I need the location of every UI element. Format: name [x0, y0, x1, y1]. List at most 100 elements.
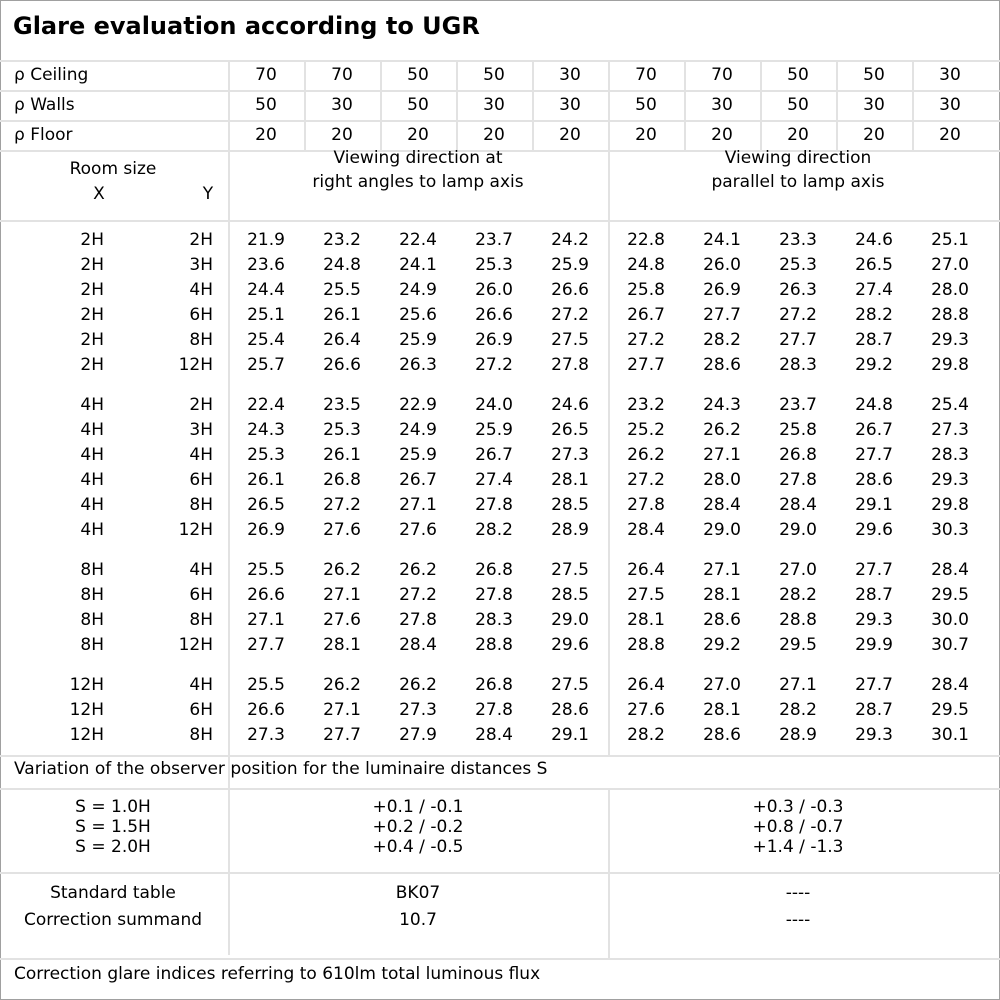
column-divider — [608, 788, 610, 958]
ugr-value: 27.1 — [703, 560, 741, 580]
ugr-value: 25.9 — [475, 420, 513, 440]
ugr-value: 27.7 — [855, 675, 893, 695]
ugr-value: 26.2 — [703, 420, 741, 440]
ugr-value: 29.8 — [931, 355, 969, 375]
ugr-value: 28.4 — [703, 495, 741, 515]
column-divider — [608, 150, 610, 755]
ugr-value: 22.4 — [399, 230, 437, 250]
ugr-value: 26.2 — [323, 675, 361, 695]
ugr-value: 28.4 — [779, 495, 817, 515]
reflectance-value: 30 — [559, 65, 581, 85]
ugr-value: 25.7 — [247, 355, 285, 375]
room-size-header: Room size — [69, 159, 157, 179]
ugr-value: 29.3 — [855, 725, 893, 745]
ugr-value: 25.9 — [551, 255, 589, 275]
ugr-value: 26.4 — [627, 560, 665, 580]
ugr-value: 29.2 — [703, 635, 741, 655]
room-y-value: 12H — [178, 520, 213, 540]
ugr-value: 28.2 — [855, 305, 893, 325]
ugr-value: 27.1 — [323, 700, 361, 720]
column-divider — [836, 60, 838, 150]
ugr-value: 28.4 — [399, 635, 437, 655]
ugr-value: 27.9 — [399, 725, 437, 745]
room-y-value: 3H — [189, 255, 213, 275]
ugr-value: 25.4 — [931, 395, 969, 415]
room-x-value: 12H — [69, 725, 104, 745]
ugr-value: 24.8 — [855, 395, 893, 415]
ugr-value: 27.2 — [399, 585, 437, 605]
room-x-value: 2H — [80, 255, 104, 275]
ugr-value: 28.7 — [855, 700, 893, 720]
ugr-value: 27.8 — [475, 585, 513, 605]
ugr-value: 28.8 — [475, 635, 513, 655]
ugr-value: 26.0 — [703, 255, 741, 275]
reflectance-value: 20 — [939, 125, 961, 145]
ugr-value: 27.7 — [247, 635, 285, 655]
reflectance-value: 30 — [939, 95, 961, 115]
ugr-value: 24.3 — [247, 420, 285, 440]
room-y-value: 2H — [189, 230, 213, 250]
ugr-value: 27.6 — [323, 520, 361, 540]
room-y-value: 12H — [178, 635, 213, 655]
room-y-header: Y — [202, 184, 214, 204]
ugr-value: 22.8 — [627, 230, 665, 250]
ugr-value: 26.5 — [247, 495, 285, 515]
room-x-value: 12H — [69, 700, 104, 720]
room-x-value: 2H — [80, 280, 104, 300]
room-x-value: 4H — [80, 520, 104, 540]
reflectance-value: 20 — [255, 125, 277, 145]
right-angles-header: right angles to lamp axis — [312, 172, 524, 192]
reflectance-value: 20 — [331, 125, 353, 145]
ugr-value: 28.2 — [779, 585, 817, 605]
row-divider — [0, 958, 1000, 960]
ugr-value: 26.2 — [399, 675, 437, 695]
ugr-value: 26.2 — [323, 560, 361, 580]
ugr-value: 29.8 — [931, 495, 969, 515]
column-divider — [608, 60, 610, 150]
parallel-header: parallel to lamp axis — [711, 172, 885, 192]
correction-summand-parallel: ---- — [785, 910, 811, 930]
ugr-value: 28.1 — [703, 700, 741, 720]
ugr-value: 27.5 — [551, 330, 589, 350]
room-y-value: 12H — [178, 355, 213, 375]
reflectance-value: 30 — [559, 95, 581, 115]
ugr-value: 23.2 — [627, 395, 665, 415]
room-y-value: 8H — [189, 725, 213, 745]
ugr-value: 25.1 — [247, 305, 285, 325]
ugr-value: 25.2 — [627, 420, 665, 440]
room-y-value: 6H — [189, 305, 213, 325]
column-divider — [228, 60, 230, 955]
ugr-value: 23.5 — [323, 395, 361, 415]
ugr-value: 25.4 — [247, 330, 285, 350]
ugr-value: 24.8 — [323, 255, 361, 275]
row-divider — [0, 150, 1000, 152]
variation-parallel-value: +0.8 / -0.7 — [752, 817, 844, 837]
ugr-value: 28.3 — [779, 355, 817, 375]
ugr-value: 28.4 — [627, 520, 665, 540]
ugr-value: 26.4 — [627, 675, 665, 695]
ugr-value: 27.8 — [475, 700, 513, 720]
ugr-value: 30.7 — [931, 635, 969, 655]
room-y-value: 4H — [189, 280, 213, 300]
ugr-value: 27.1 — [779, 675, 817, 695]
ugr-value: 27.5 — [551, 560, 589, 580]
ugr-value: 29.1 — [551, 725, 589, 745]
variation-right-value: +0.1 / -0.1 — [372, 797, 464, 817]
standard-table-right: BK07 — [395, 883, 441, 903]
reflectance-value: 20 — [787, 125, 809, 145]
room-y-value: 8H — [189, 610, 213, 630]
footer-note: Correction glare indices referring to 61… — [14, 964, 541, 984]
ugr-value: 25.9 — [399, 445, 437, 465]
ugr-value: 29.0 — [551, 610, 589, 630]
room-y-value: 6H — [189, 585, 213, 605]
reflectance-label: ρ Ceiling — [14, 65, 89, 85]
ugr-value: 27.3 — [551, 445, 589, 465]
ugr-value: 23.2 — [323, 230, 361, 250]
row-divider — [0, 120, 1000, 122]
ugr-value: 25.3 — [475, 255, 513, 275]
variation-parallel-value: +1.4 / -1.3 — [752, 837, 844, 857]
ugr-value: 27.8 — [475, 495, 513, 515]
reflectance-label: ρ Floor — [14, 125, 73, 145]
ugr-value: 28.7 — [855, 330, 893, 350]
ugr-value: 26.7 — [627, 305, 665, 325]
